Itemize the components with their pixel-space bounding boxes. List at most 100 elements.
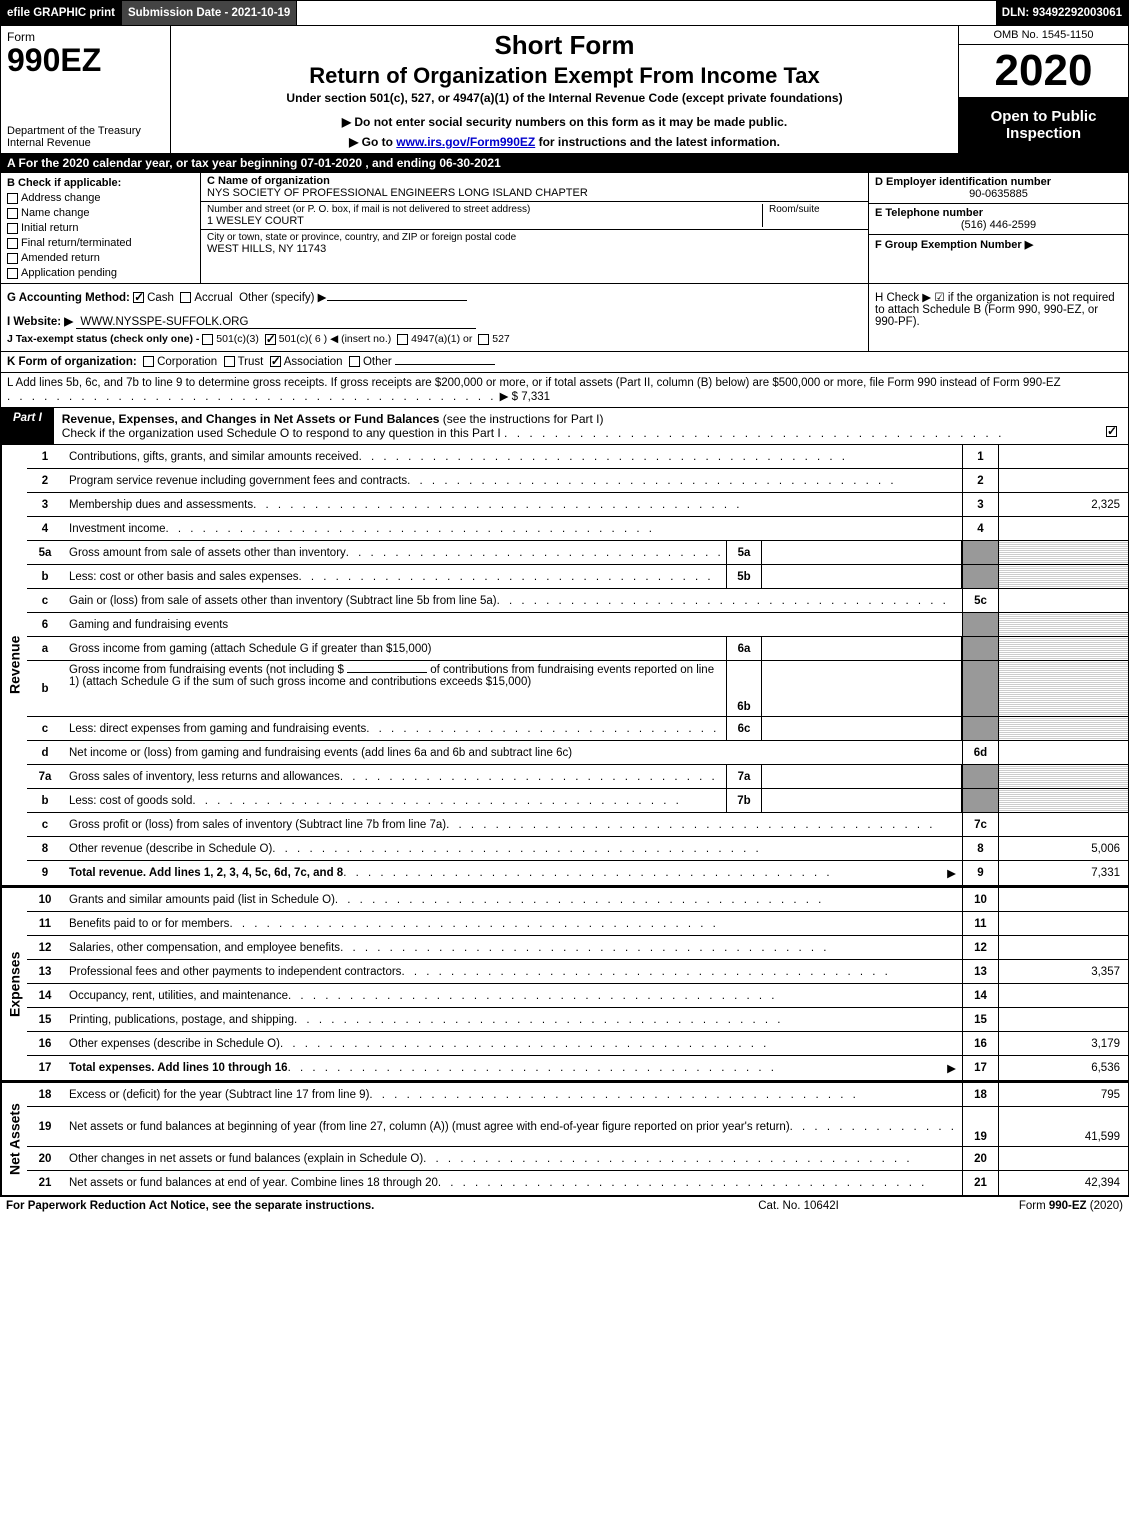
line-2-rnum: 2 <box>962 469 998 492</box>
line-5c-rnum: 5c <box>962 589 998 612</box>
box-c: C Name of organization NYS SOCIETY OF PR… <box>201 173 868 283</box>
line-7a: 7a Gross sales of inventory, less return… <box>27 765 1128 789</box>
line-6d-val <box>998 741 1128 764</box>
line-5a: 5a Gross amount from sale of assets othe… <box>27 541 1128 565</box>
line-g-prefix: G Accounting Method: <box>7 292 130 304</box>
line-20-val <box>998 1147 1128 1170</box>
line-7c-rnum: 7c <box>962 813 998 836</box>
line-1-val <box>998 445 1128 468</box>
part1-header: Part I Revenue, Expenses, and Changes in… <box>0 408 1129 445</box>
line-2-desc: Program service revenue including govern… <box>69 475 407 487</box>
check-527[interactable] <box>478 334 489 345</box>
footer-left: For Paperwork Reduction Act Notice, see … <box>6 1200 758 1212</box>
omb-number: OMB No. 1545-1150 <box>959 26 1128 45</box>
check-final-return-label: Final return/terminated <box>21 237 132 249</box>
address-row: Number and street (or P. O. box, if mail… <box>201 202 868 230</box>
line-6d: d Net income or (loss) from gaming and f… <box>27 741 1128 765</box>
check-trust[interactable] <box>224 356 235 367</box>
check-association[interactable] <box>270 356 281 367</box>
check-application-pending[interactable]: Application pending <box>7 267 194 279</box>
footer-mid: Cat. No. 10642I <box>758 1200 839 1212</box>
line-12-val <box>998 936 1128 959</box>
check-accrual[interactable] <box>180 292 191 303</box>
line-2: 2 Program service revenue including gove… <box>27 469 1128 493</box>
opt-other-org: Other <box>363 356 392 368</box>
line-6a-desc: Gross income from gaming (attach Schedul… <box>69 643 431 655</box>
group-exemption-label: F Group Exemption Number ▶ <box>875 238 1122 251</box>
check-cash[interactable] <box>133 292 144 303</box>
check-address-change[interactable]: Address change <box>7 192 194 204</box>
check-schedule-o[interactable] <box>1106 426 1117 437</box>
line-17: 17 Total expenses. Add lines 10 through … <box>27 1056 1128 1080</box>
check-501c[interactable] <box>265 334 276 345</box>
ein-value: 90-0635885 <box>875 188 1122 200</box>
footer-right-bold: 990-EZ <box>1049 1200 1087 1212</box>
line-13-rnum: 13 <box>962 960 998 983</box>
room-suite-label: Room/suite <box>762 204 862 227</box>
part1-title: Revenue, Expenses, and Changes in Net As… <box>62 412 440 426</box>
line-13-val: 3,357 <box>998 960 1128 983</box>
line-8: 8 Other revenue (describe in Schedule O)… <box>27 837 1128 861</box>
box-d: D Employer identification number 90-0635… <box>868 173 1128 283</box>
line-20: 20 Other changes in net assets or fund b… <box>27 1147 1128 1171</box>
line-6: 6 Gaming and fundraising events <box>27 613 1128 637</box>
ssn-note: ▶ Do not enter social security numbers o… <box>179 115 950 129</box>
line-3-rnum: 3 <box>962 493 998 516</box>
open-public: Open to Public Inspection <box>959 97 1128 153</box>
tel-label: E Telephone number <box>875 207 1122 219</box>
line-i-prefix: I Website: ▶ <box>7 316 73 328</box>
line-17-val: 6,536 <box>998 1056 1128 1080</box>
form-header: Form 990EZ Department of the Treasury In… <box>0 26 1129 154</box>
check-other-org[interactable] <box>349 356 360 367</box>
opt-trust: Trust <box>238 356 264 368</box>
line-6a-sub: 6a <box>726 637 762 660</box>
ein-label: D Employer identification number <box>875 176 1122 188</box>
line-5a-desc: Gross amount from sale of assets other t… <box>69 547 346 559</box>
check-final-return[interactable]: Final return/terminated <box>7 237 194 249</box>
opt-accrual: Accrual <box>194 292 232 304</box>
website-value: WWW.NYSSPE-SUFFOLK.ORG <box>76 316 476 329</box>
footer-right-post: (2020) <box>1087 1200 1123 1212</box>
line-7b: b Less: cost of goods sold 7b <box>27 789 1128 813</box>
line-6c-sub: 6c <box>726 717 762 740</box>
part1-check-text: Check if the organization used Schedule … <box>62 426 501 440</box>
opt-other: Other (specify) ▶ <box>239 292 326 304</box>
irs-link[interactable]: www.irs.gov/Form990EZ <box>396 135 535 149</box>
check-name-change[interactable]: Name change <box>7 207 194 219</box>
check-4947[interactable] <box>397 334 408 345</box>
line-l-value: ▶ $ 7,331 <box>500 391 550 403</box>
line-8-desc: Other revenue (describe in Schedule O) <box>69 843 272 855</box>
opt-4947: 4947(a)(1) or <box>411 333 472 345</box>
page-footer: For Paperwork Reduction Act Notice, see … <box>0 1196 1129 1215</box>
line-11-rnum: 11 <box>962 912 998 935</box>
line-19: 19 Net assets or fund balances at beginn… <box>27 1107 1128 1147</box>
line-j-prefix: J Tax-exempt status (check only one) - <box>7 333 199 345</box>
box-b: B Check if applicable: Address change Na… <box>1 173 201 283</box>
check-initial-return[interactable]: Initial return <box>7 222 194 234</box>
address-value: 1 WESLEY COURT <box>207 215 762 227</box>
line-5c-desc: Gain or (loss) from sale of assets other… <box>69 595 497 607</box>
opt-501c3: 501(c)(3) <box>216 333 259 345</box>
line-16: 16 Other expenses (describe in Schedule … <box>27 1032 1128 1056</box>
opt-527: 527 <box>492 333 510 345</box>
line-9-val: 7,331 <box>998 861 1128 885</box>
line-7a-desc: Gross sales of inventory, less returns a… <box>69 771 340 783</box>
part1-title-block: Revenue, Expenses, and Changes in Net As… <box>54 408 1128 444</box>
line-15-desc: Printing, publications, postage, and shi… <box>69 1014 294 1026</box>
line-21: 21 Net assets or fund balances at end of… <box>27 1171 1128 1195</box>
city-value: WEST HILLS, NY 11743 <box>207 243 326 255</box>
line-18-rnum: 18 <box>962 1083 998 1106</box>
check-501c3[interactable] <box>202 334 213 345</box>
line-g: G Accounting Method: Cash Accrual Other … <box>1 284 868 351</box>
box-b-title: B Check if applicable: <box>7 177 194 189</box>
opt-cash: Cash <box>147 292 174 304</box>
line-4-rnum: 4 <box>962 517 998 540</box>
line-7a-sub: 7a <box>726 765 762 788</box>
check-amended-return[interactable]: Amended return <box>7 252 194 264</box>
header-center: Short Form Return of Organization Exempt… <box>171 26 958 153</box>
check-corporation[interactable] <box>143 356 154 367</box>
line-17-desc: Total expenses. Add lines 10 through 16 <box>69 1062 288 1074</box>
line-4: 4 Investment income 4 <box>27 517 1128 541</box>
ein-block: D Employer identification number 90-0635… <box>869 173 1128 204</box>
part1-label: Part I <box>1 408 54 444</box>
